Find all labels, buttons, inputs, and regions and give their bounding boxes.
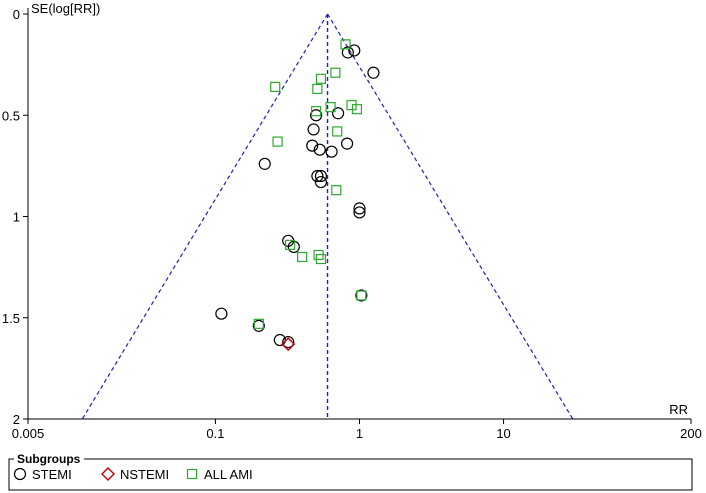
legend-label: ALL AMI xyxy=(204,467,253,482)
square-point xyxy=(356,290,367,301)
circle-point xyxy=(314,169,328,183)
x-ticks: 0.005 0.1 1 10 200 xyxy=(12,419,702,441)
y-tick-label: 1.5 xyxy=(2,311,20,326)
square-point xyxy=(272,136,283,147)
circle-point xyxy=(307,123,320,136)
circle-point xyxy=(215,307,228,320)
circle-point xyxy=(314,175,328,189)
square-point xyxy=(351,104,363,115)
legend-items: STEMI NSTEMI ALL AMI xyxy=(13,467,253,482)
circle-point xyxy=(353,206,366,219)
circle-point xyxy=(311,169,324,183)
circle-point xyxy=(282,335,295,349)
diamond-point xyxy=(281,337,296,352)
legend-title: Subgroups xyxy=(17,452,81,466)
series-stemi xyxy=(215,44,380,349)
circle-point xyxy=(355,289,368,302)
x-tick-label: 1 xyxy=(356,426,363,441)
x-axis-title: RR xyxy=(669,402,688,417)
circle-point xyxy=(341,46,354,59)
circle-point xyxy=(367,66,380,79)
y-tick-label: 1 xyxy=(13,210,20,225)
square-point xyxy=(315,253,327,265)
y-tick-label: 2 xyxy=(13,412,20,427)
data-points xyxy=(215,39,380,352)
x-tick-label: 0.005 xyxy=(12,426,45,441)
series-all-ami xyxy=(253,39,367,329)
legend-title-background xyxy=(14,452,84,464)
square-point xyxy=(312,83,323,95)
y-ticks: 0 0.5 1 1.5 2 xyxy=(2,7,28,427)
square-point xyxy=(340,39,351,50)
circle-point xyxy=(331,107,345,120)
legend-square-icon xyxy=(186,468,198,480)
y-tick-label: 0.5 xyxy=(2,108,20,123)
square-point xyxy=(315,73,327,84)
circle-point xyxy=(252,319,265,332)
legend-box xyxy=(8,458,693,491)
circle-point xyxy=(340,137,354,150)
circle-point xyxy=(348,44,361,57)
x-tick-label: 200 xyxy=(680,426,702,441)
square-point xyxy=(270,81,281,93)
funnel-right-line xyxy=(327,13,574,420)
x-tick-label: 10 xyxy=(496,426,510,441)
square-point xyxy=(311,106,322,117)
series-nstemi xyxy=(281,337,296,352)
square-point xyxy=(253,318,264,329)
funnel-lines xyxy=(81,13,574,420)
y-tick-label: 0 xyxy=(13,7,20,22)
legend: Subgroups STEMI NSTEMI ALL AMI xyxy=(8,452,693,491)
square-point xyxy=(332,126,343,137)
y-axis-title: SE(log[RR]) xyxy=(31,1,100,16)
circle-point xyxy=(287,240,300,253)
legend-label: STEMI xyxy=(32,467,72,482)
square-point xyxy=(325,102,336,113)
circle-point xyxy=(306,139,319,152)
circle-point xyxy=(353,202,366,215)
legend-circle-icon xyxy=(13,467,27,481)
circle-point xyxy=(325,145,338,158)
circle-point xyxy=(310,109,323,122)
x-tick-label: 0.1 xyxy=(206,426,224,441)
funnel-left-line xyxy=(81,13,329,420)
square-point xyxy=(331,185,342,196)
circle-point xyxy=(313,143,326,156)
legend-label: NSTEMI xyxy=(120,467,169,482)
square-point xyxy=(285,239,296,250)
circle-point xyxy=(258,157,271,170)
square-point xyxy=(330,67,341,78)
axes: 0 0.5 1 1.5 2 0.005 0.1 1 10 200 SE(log[RR]) RR xyxy=(2,1,702,441)
legend-diamond-icon xyxy=(101,467,115,481)
square-point xyxy=(297,251,308,263)
